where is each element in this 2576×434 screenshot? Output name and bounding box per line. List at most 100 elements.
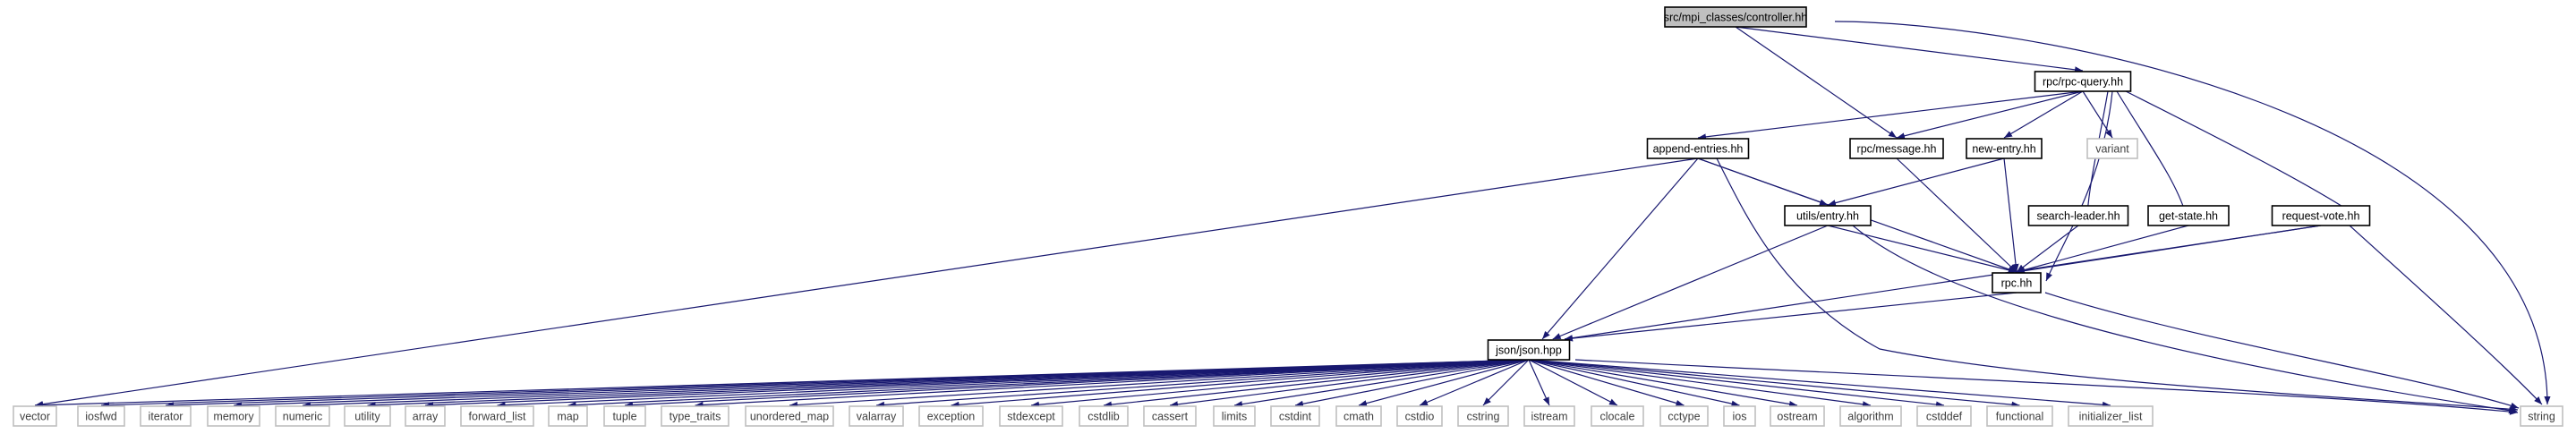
node-box <box>1916 405 1972 427</box>
edge-json-to-cstdlib <box>1103 359 1530 408</box>
edge-arrow <box>1827 157 2005 207</box>
edge-arrow <box>1528 359 1872 408</box>
node-limits: limits <box>1213 405 1256 427</box>
edge-arrow <box>1697 90 2084 140</box>
node-box <box>2027 205 2129 226</box>
edge-rpc-query-to-append-entries <box>1697 90 2084 140</box>
edge-arrow <box>1528 359 1618 406</box>
edge-controller-to-string <box>1834 21 2551 405</box>
edge-rpc-query-to-rpc-message <box>1896 90 2084 140</box>
edge-arrow <box>1419 359 1530 406</box>
node-box <box>2271 205 2371 226</box>
node-label: cstdlib <box>1088 411 1119 423</box>
edge-controller-to-rpc-message <box>1735 26 1898 139</box>
edge-arrow <box>789 359 1530 409</box>
edge-append-entries-to-vector <box>34 157 1699 408</box>
node-rpc-query[interactable]: rpc/rpc-query.hh <box>2034 71 2132 92</box>
node-new-entry[interactable]: new-entry.hh <box>1966 138 2043 159</box>
node-box <box>13 405 57 427</box>
edge-json-to-exception <box>951 359 1530 408</box>
node-label: rpc/rpc-query.hh <box>2043 76 2123 89</box>
node-label: stdexcept <box>1007 411 1055 423</box>
edge-arrow <box>1528 359 1798 408</box>
edge-json-to-stdexcept <box>1030 359 1530 408</box>
node-label: variant <box>2095 143 2129 156</box>
edge-json-to-forward-list <box>497 359 1530 409</box>
node-request-vote[interactable]: request-vote.hh <box>2271 205 2371 226</box>
node-label: ios <box>1733 411 1747 423</box>
node-label: valarray <box>857 411 897 423</box>
node-box <box>2068 405 2154 427</box>
edge-arrow <box>2044 292 2520 409</box>
node-get-state[interactable]: get-state.hh <box>2147 205 2230 226</box>
edge-rpc-query-to-variant <box>2082 90 2113 139</box>
edge-utils-entry-to-json <box>1552 225 1829 340</box>
node-box <box>849 405 904 427</box>
edge-arrow <box>497 359 1530 409</box>
edge-json-to-cstring <box>1482 359 1530 406</box>
node-box <box>661 405 729 427</box>
edge-arrow <box>1103 359 1530 408</box>
node-cstdlib: cstdlib <box>1079 405 1129 427</box>
edge-json-to-cstdint <box>1294 359 1530 407</box>
node-cstring: cstring <box>1457 405 1509 427</box>
node-label: map <box>557 411 578 423</box>
node-array: array <box>405 405 446 427</box>
node-box <box>140 405 192 427</box>
edge-json-to-cstdio <box>1419 359 1530 406</box>
node-clocale: clocale <box>1591 405 1644 427</box>
edge-rpc-query-to-get-state <box>2116 90 2187 215</box>
node-label: cstring <box>1467 411 1500 423</box>
node-box <box>405 405 446 427</box>
edge-rpc-message-to-rpc <box>1896 157 2017 273</box>
edge-arrow <box>1294 359 1530 407</box>
edge-arrow <box>1827 225 2017 274</box>
node-controller[interactable]: src/mpi_classes/controller.hh <box>1664 6 1808 28</box>
node-utils-entry[interactable]: utils/entry.hh <box>1784 205 1872 226</box>
node-label: utils/entry.hh <box>1796 210 1859 223</box>
edge-arrow <box>1716 157 2519 413</box>
node-cctype: cctype <box>1659 405 1709 427</box>
node-ios: ios <box>1723 405 1756 427</box>
edge-utils-entry-to-string <box>1852 225 2518 414</box>
node-label: new-entry.hh <box>1972 143 2035 156</box>
node-json[interactable]: json/json.hpp <box>1487 339 1571 361</box>
node-rpc-message[interactable]: rpc/message.hh <box>1849 138 1944 159</box>
node-label: limits <box>1222 411 1247 423</box>
node-box <box>2034 71 2132 92</box>
edge-rpc-to-string <box>2044 292 2520 409</box>
edge-arrow <box>1233 359 1530 408</box>
node-label: functional <box>1996 411 2044 423</box>
edge-arrow <box>1528 359 2020 408</box>
node-label: src/mpi_classes/controller.hh <box>1664 12 1808 24</box>
edge-new-entry-to-utils-entry <box>1827 157 2005 207</box>
node-functional: functional <box>1986 405 2053 427</box>
edge-rpc-query-to-rpc <box>2045 90 2113 282</box>
edge-arrow <box>1482 359 1530 406</box>
node-ostream: ostream <box>1770 405 1825 427</box>
node-label: numeric <box>283 411 322 423</box>
node-search-leader[interactable]: search-leader.hh <box>2027 205 2129 226</box>
edge-arrow <box>2003 157 2019 273</box>
node-label: rpc.hh <box>2001 277 2033 290</box>
edge-json-to-unordered-map <box>789 359 1530 409</box>
node-cstddef: cstddef <box>1916 405 1972 427</box>
edge-arrow <box>1358 359 1530 407</box>
node-box <box>1723 405 1756 427</box>
node-rpc[interactable]: rpc.hh <box>1992 272 2042 294</box>
node-cassert: cassert <box>1143 405 1197 427</box>
edge-arrow <box>2003 90 2084 139</box>
node-unordered-map: unordered_map <box>745 405 834 427</box>
edge-request-vote-to-string <box>2349 225 2543 405</box>
node-label: rpc/message.hh <box>1857 143 1937 156</box>
node-string: string <box>2520 405 2563 427</box>
edge-arrow <box>1528 359 1550 406</box>
node-label: vector <box>20 411 50 423</box>
node-box <box>460 405 534 427</box>
node-box <box>1966 138 2043 159</box>
edge-arrow <box>2016 225 2079 273</box>
node-iosfwd: iosfwd <box>77 405 125 427</box>
node-box <box>1784 205 1872 226</box>
node-append-entries[interactable]: append-entries.hh <box>1646 138 1750 159</box>
node-box <box>1770 405 1825 427</box>
